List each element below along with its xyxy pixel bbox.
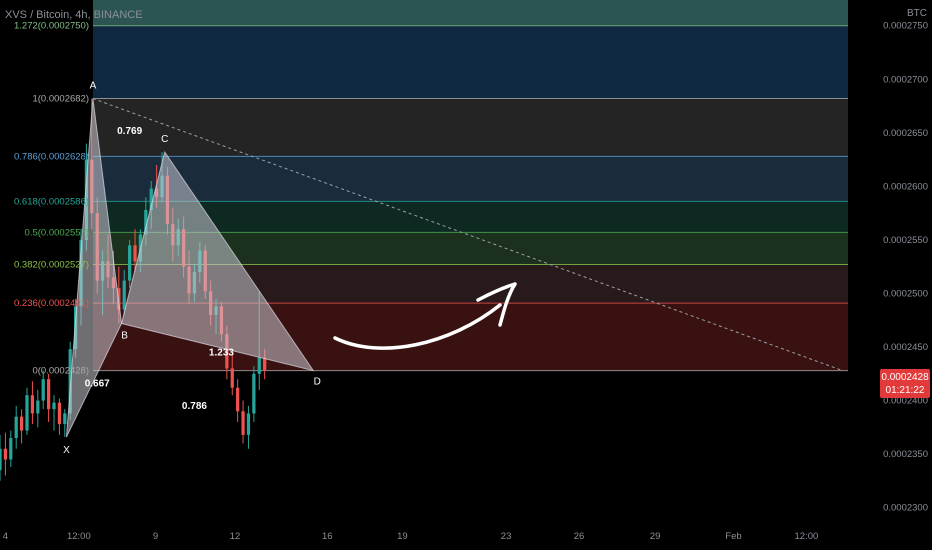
pattern-point-label: B <box>121 330 128 341</box>
fib-level-label: 1(0.0002682) <box>32 94 89 105</box>
x-tick-label: 4 <box>3 531 8 542</box>
fib-zone <box>93 25 848 99</box>
x-tick-label: 16 <box>322 531 333 542</box>
pattern-point-label: X <box>63 445 70 456</box>
last-price-value: 0.0002428 <box>881 372 929 383</box>
x-tick-label: Feb <box>725 531 741 542</box>
candle-body <box>263 357 267 371</box>
candle-body <box>14 416 18 439</box>
pattern-ratio-label: 0.667 <box>85 379 110 390</box>
fib-zone <box>93 98 848 157</box>
candle-body <box>236 387 240 412</box>
candle-body <box>30 395 35 414</box>
candle-body <box>52 402 56 410</box>
x-tick-label: 19 <box>397 531 408 542</box>
candle-body <box>257 357 261 374</box>
pattern-ratio-label: 0.769 <box>117 126 142 137</box>
y-tick-label: 0.0002500 <box>883 288 928 299</box>
x-tick-label: 26 <box>574 531 585 542</box>
candle-body <box>46 379 51 410</box>
fib-level-label: 0.382(0.0002527) <box>14 260 89 271</box>
fib-level-label: 0.786(0.0002628) <box>14 151 89 162</box>
y-tick-label: 0.0002650 <box>883 128 928 139</box>
x-tick-label: 9 <box>153 531 158 542</box>
candle-body <box>41 379 45 401</box>
candle-body <box>246 413 251 435</box>
arrow-stroke <box>333 282 517 350</box>
candle-body <box>122 280 126 310</box>
candle-body <box>149 188 153 210</box>
pattern-ratio-label: 1.233 <box>209 348 234 359</box>
y-tick-label: 0.0002350 <box>883 449 928 460</box>
candle-body <box>144 209 148 235</box>
pattern-point-label: A <box>90 81 97 92</box>
x-tick-label: 12:00 <box>795 531 819 542</box>
y-tick-label: 0.0002450 <box>883 342 928 353</box>
fib-zone <box>93 201 848 233</box>
fib-labels: 1.272(0.0002750) 1(0.0002682) 0.786(0.0002… <box>14 21 89 377</box>
candle-body <box>36 400 40 414</box>
x-tick-label: 29 <box>650 531 661 542</box>
x-tick-label: 12:00 <box>67 531 91 542</box>
countdown: 01:21:22 <box>885 385 925 396</box>
candle-body <box>230 368 234 388</box>
fib-level-label: 0.5(0.0002557) <box>25 227 89 238</box>
fib-zone <box>93 0 848 26</box>
trend-line <box>92 98 843 372</box>
price-axis-unit: BTC <box>907 8 927 19</box>
y-tick-label: 0.0002750 <box>883 21 928 32</box>
candle-body <box>25 395 29 431</box>
fib-level-label: 0.236(0.0002491) <box>14 298 89 309</box>
x-tick-label: 12 <box>230 531 241 542</box>
fib-level-label: 0(0.0002428) <box>32 366 89 377</box>
y-tick-label: 0.0002400 <box>883 396 928 407</box>
candle-body <box>9 438 13 460</box>
candle-body <box>3 448 8 460</box>
y-tick-label: 0.0002300 <box>883 503 928 514</box>
fib-zone <box>93 156 848 202</box>
price-axis: 0.0002750 0.0002700 0.0002650 0.0002600 0.00… <box>883 21 928 514</box>
fib-level-label: 1.272(0.0002750) <box>14 21 89 32</box>
curved-arrow-icon <box>333 282 517 350</box>
time-axis: 4 12:00 9 12 16 19 23 26 29 Feb 12:00 <box>3 531 819 542</box>
y-tick-label: 0.0002550 <box>883 235 928 246</box>
pattern-xab <box>65 98 123 438</box>
x-tick-label: 23 <box>501 531 512 542</box>
y-tick-label: 0.0002700 <box>883 74 928 85</box>
symbol-title: XVS / Bitcoin, 4h, BINANCE <box>5 9 143 21</box>
candle-body <box>128 245 132 281</box>
pattern-point-label: D <box>314 377 321 388</box>
harmonic-pattern: X A B C D 0.769 0.667 1.233 0.786 <box>63 81 321 456</box>
candle-body <box>19 416 24 431</box>
candle-body <box>68 349 72 414</box>
trend-line-path <box>92 98 843 372</box>
pattern-point-label: C <box>161 134 168 145</box>
pattern-ratio-label: 0.786 <box>182 401 207 412</box>
candle-body <box>225 334 229 369</box>
candle-body <box>133 245 137 262</box>
fib-level-label: 0.618(0.0002586) <box>14 196 89 207</box>
candle-body <box>0 448 2 471</box>
last-price-tag: 0.0002428 01:21:22 <box>880 369 930 398</box>
candle-body <box>63 413 67 425</box>
candle-body <box>57 402 62 425</box>
candle-body <box>241 411 245 435</box>
pattern-bcd <box>120 150 315 372</box>
y-tick-label: 0.0002600 <box>883 181 928 192</box>
candle-body <box>252 373 256 414</box>
